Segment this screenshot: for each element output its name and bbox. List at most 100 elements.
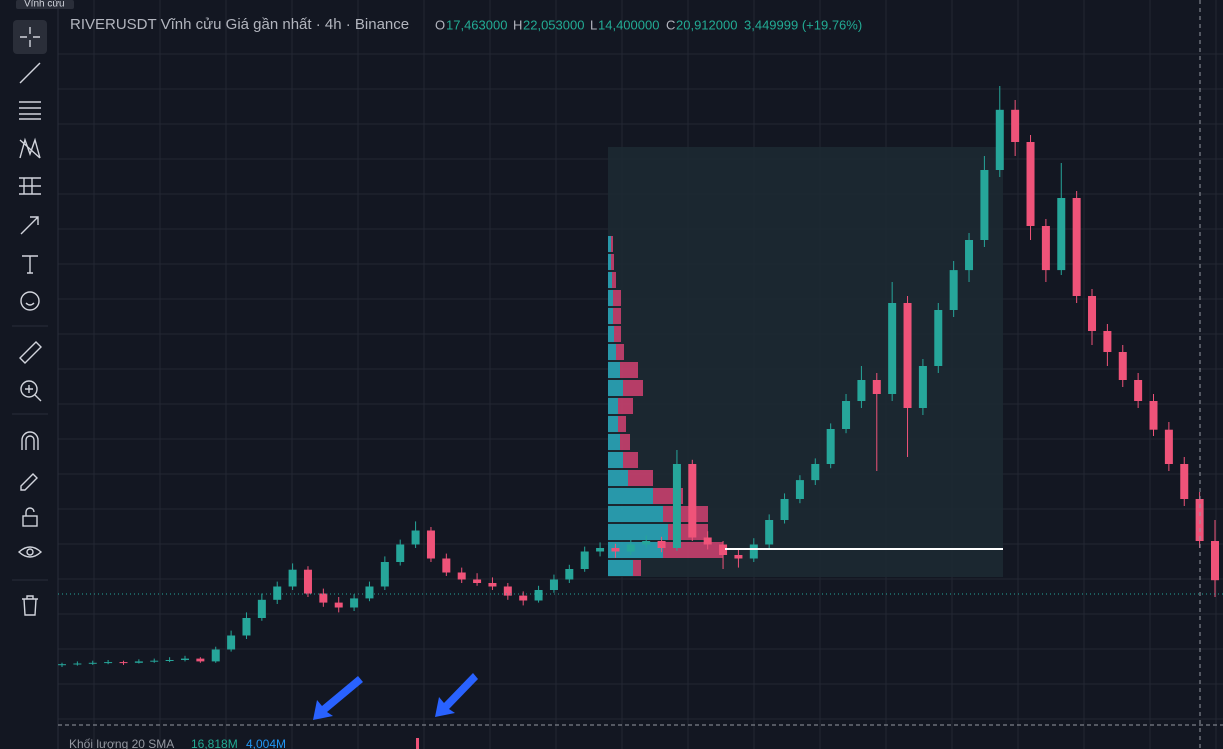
profile-down — [663, 506, 708, 522]
profile-down — [620, 434, 630, 450]
tool-magnet[interactable] — [21, 431, 39, 450]
candle-body — [765, 520, 774, 545]
profile-up — [608, 434, 620, 450]
l-value: 14,400000 — [598, 17, 659, 32]
candle-body — [1134, 380, 1143, 401]
candle-body — [319, 593, 328, 603]
tool-lock-draw[interactable] — [20, 473, 38, 491]
candle-body — [965, 240, 974, 271]
o-label: O — [435, 17, 445, 32]
tool-crosshair[interactable] — [20, 27, 40, 47]
candle-body — [150, 660, 159, 662]
toolbar — [0, 0, 58, 749]
tool-zoom[interactable] — [20, 380, 38, 398]
symbol-title[interactable]: RIVERUSDT Vĩnh cửu Giá gần nhất · 4h · B… — [70, 16, 409, 33]
profile-down — [613, 308, 621, 324]
arrow — [435, 673, 478, 717]
profile-up — [608, 560, 633, 576]
candle-body — [672, 464, 681, 548]
tool-emoji[interactable] — [20, 291, 40, 311]
tool-eye[interactable] — [17, 546, 43, 558]
candle-body — [257, 599, 266, 618]
profile-up — [608, 488, 653, 504]
h-value: 22,053000 — [523, 17, 584, 32]
arrow — [313, 676, 363, 720]
tool-brush[interactable] — [20, 216, 39, 235]
tool-active-bg — [13, 20, 47, 54]
candle-body — [488, 583, 497, 587]
candle-body — [749, 544, 758, 559]
candle-body — [88, 662, 97, 664]
profile-up — [608, 290, 613, 306]
profile-up — [608, 344, 616, 360]
profile-up — [608, 326, 614, 342]
profile-down — [628, 470, 653, 486]
candle-body — [934, 310, 943, 366]
profile-up — [608, 308, 613, 324]
tool-lock-shackle — [25, 507, 35, 516]
candle-body — [1041, 226, 1050, 271]
candle-body — [1118, 352, 1127, 380]
candle-body — [703, 537, 712, 545]
profile-up — [608, 470, 628, 486]
profile-down — [633, 560, 641, 576]
c-label: C — [666, 17, 675, 32]
tool-pattern[interactable] — [19, 137, 41, 159]
profile-up — [608, 362, 620, 378]
tab[interactable]: Vĩnh cửu — [24, 0, 65, 10]
candle-body — [457, 572, 466, 580]
candle-body — [196, 658, 205, 662]
candle-body — [442, 558, 451, 573]
c-value: 20,912000 — [676, 17, 737, 32]
candle-body — [903, 303, 912, 408]
candle-body — [134, 661, 143, 663]
candle-body — [626, 544, 635, 552]
candle-body — [780, 499, 789, 520]
candle-body — [350, 598, 359, 608]
profile-down — [611, 236, 613, 252]
profile-down — [618, 416, 626, 432]
candle-body — [1072, 198, 1081, 296]
candle-body — [611, 548, 620, 552]
tool-ruler[interactable] — [19, 341, 42, 364]
candle-body — [58, 664, 66, 666]
volume-sma: 4,004M — [246, 737, 286, 749]
profile-down — [611, 254, 614, 270]
tool-lock[interactable] — [22, 515, 38, 527]
candle-body — [104, 662, 113, 664]
profile-down — [620, 362, 638, 378]
candle-body — [580, 551, 589, 569]
candles — [58, 86, 1219, 667]
tool-zoom-plus — [25, 385, 42, 402]
candle-body — [180, 658, 189, 660]
tool-prediction[interactable] — [19, 177, 41, 195]
profile-down — [616, 344, 624, 360]
candle-body — [396, 544, 405, 562]
candle-body — [826, 429, 835, 464]
candle-body — [995, 109, 1004, 170]
candle-body — [857, 380, 866, 401]
candle-body — [426, 530, 435, 559]
candle-body — [334, 602, 343, 608]
tool-emoji-smile — [25, 302, 35, 306]
candle-body — [980, 170, 989, 240]
candle-body — [473, 579, 482, 583]
candle-body — [734, 555, 743, 559]
candle-body — [1026, 142, 1035, 226]
profile-up — [608, 272, 612, 288]
candle-body — [519, 595, 528, 601]
profile-down — [663, 542, 723, 558]
tool-text[interactable] — [22, 255, 38, 274]
tool-trendline[interactable] — [19, 62, 41, 84]
candle-body — [688, 464, 697, 538]
tool-fib[interactable] — [19, 101, 41, 120]
candle-body — [1103, 331, 1112, 352]
candle-body — [1088, 296, 1097, 331]
candle-body — [273, 586, 282, 600]
tool-eye-pupil — [26, 548, 34, 556]
candle-body — [949, 270, 958, 310]
candle-body — [872, 380, 881, 394]
tool-delete[interactable] — [22, 595, 38, 616]
